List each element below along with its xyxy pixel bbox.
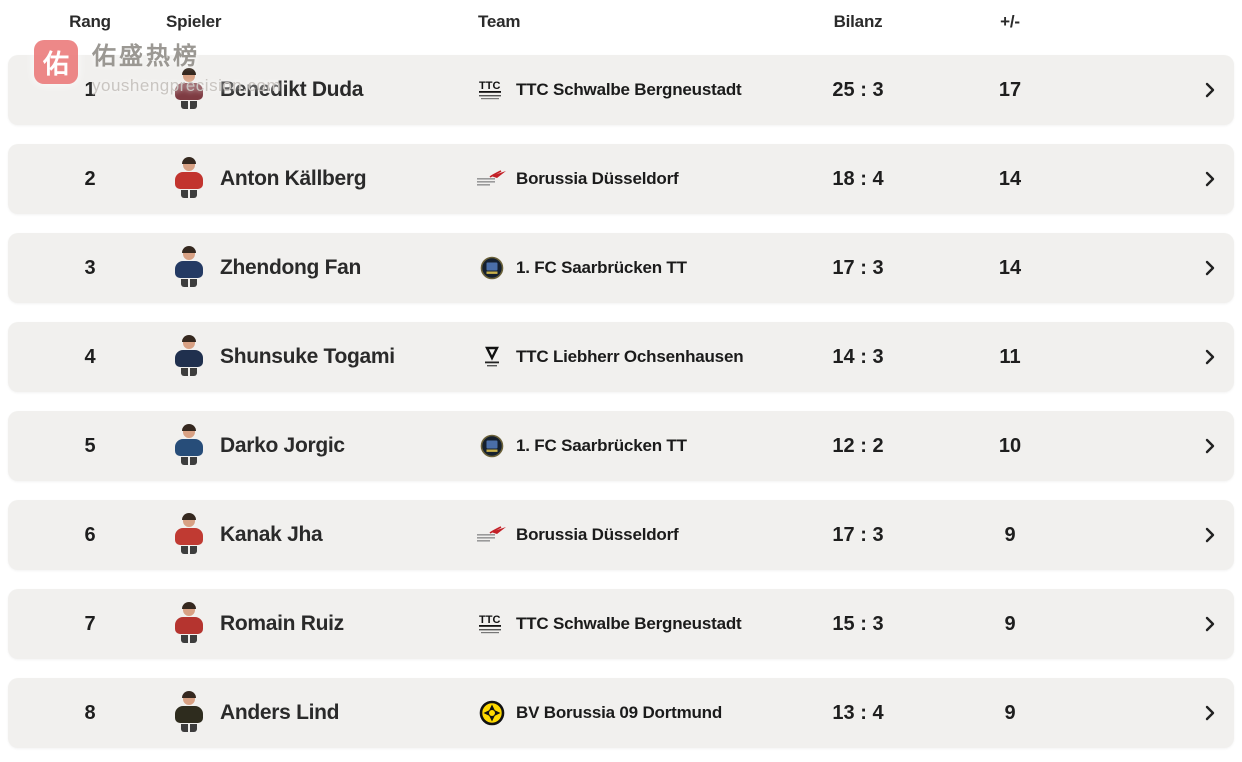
chevron-right-icon[interactable]	[1202, 527, 1218, 543]
balance-value: 18 : 4	[832, 167, 884, 190]
column-header-balance: Bilanz	[833, 12, 883, 31]
table-header: Rang Spieler Team Bilanz +/-	[8, 0, 1234, 55]
player-name: Anders Lind	[220, 701, 340, 724]
player-name: Shunsuke Togami	[220, 345, 395, 368]
chevron-right-icon[interactable]	[1202, 705, 1218, 721]
player-name: Romain Ruiz	[220, 612, 344, 635]
ranking-row[interactable]: 5 Darko Jorgic 1. FC Saarbrücken TT 12 :…	[8, 411, 1234, 481]
balance-value: 14 : 3	[832, 345, 884, 368]
plus-minus-value: 10	[998, 434, 1022, 457]
plus-minus-value: 11	[999, 345, 1021, 368]
rank-value: 4	[84, 345, 96, 368]
saarbruecken-logo-icon	[475, 255, 509, 281]
plus-minus-value: 9	[1004, 612, 1016, 635]
team-name: TTC Schwalbe Bergneustadt	[516, 614, 742, 633]
column-header-plus-minus: +/-	[1000, 12, 1020, 31]
plus-minus-value: 9	[1004, 523, 1016, 546]
saarbruecken-logo-icon	[475, 433, 509, 459]
dortmund-logo-icon	[475, 700, 509, 726]
plus-minus-value: 9	[1004, 701, 1016, 724]
plus-minus-value: 17	[998, 78, 1022, 101]
ranking-list: 1 Benedikt Duda TTC TTC Schwalbe Bergneu…	[8, 55, 1234, 748]
plus-minus-value: 14	[998, 256, 1022, 279]
player-avatar-icon	[173, 691, 205, 734]
player-name: Zhendong Fan	[220, 256, 362, 279]
player-name: Darko Jorgic	[220, 434, 345, 457]
player-name: Anton Källberg	[220, 167, 367, 190]
rank-value: 7	[84, 612, 96, 635]
player-name: Benedikt Duda	[220, 78, 364, 101]
ranking-row[interactable]: 2 Anton Källberg Borussia Düsseldorf 18 …	[8, 144, 1234, 214]
team-name: Borussia Düsseldorf	[516, 169, 679, 188]
svg-text:TTC: TTC	[479, 80, 500, 92]
player-avatar-icon	[173, 424, 205, 467]
player-avatar-icon	[173, 513, 205, 556]
duesseldorf-logo-icon	[475, 166, 509, 192]
ranking-row[interactable]: 4 Shunsuke Togami TTC Liebherr Ochsenhau…	[8, 322, 1234, 392]
rank-value: 2	[84, 167, 96, 190]
balance-value: 15 : 3	[832, 612, 884, 635]
chevron-right-icon[interactable]	[1202, 438, 1218, 454]
balance-value: 17 : 3	[832, 523, 884, 546]
balance-value: 17 : 3	[832, 256, 884, 279]
chevron-right-icon[interactable]	[1202, 349, 1218, 365]
rank-value: 5	[84, 434, 96, 457]
bergneustadt-logo-icon: TTC	[475, 77, 509, 103]
chevron-right-icon[interactable]	[1202, 616, 1218, 632]
player-avatar-icon	[173, 68, 205, 111]
ranking-row[interactable]: 8 Anders Lind BV Borussia 09 Dortmund 13…	[8, 678, 1234, 748]
ochsenhausen-logo-icon	[475, 344, 509, 370]
column-header-rank: Rang	[69, 12, 111, 31]
rank-value: 3	[84, 256, 96, 279]
team-name: 1. FC Saarbrücken TT	[516, 258, 687, 277]
balance-value: 25 : 3	[832, 78, 884, 101]
team-name: BV Borussia 09 Dortmund	[516, 703, 723, 722]
ranking-row[interactable]: 1 Benedikt Duda TTC TTC Schwalbe Bergneu…	[8, 55, 1234, 125]
ranking-row[interactable]: 3 Zhendong Fan 1. FC Saarbrücken TT 17 :…	[8, 233, 1234, 303]
chevron-right-icon[interactable]	[1202, 82, 1218, 98]
team-name: TTC Schwalbe Bergneustadt	[516, 80, 742, 99]
duesseldorf-logo-icon	[475, 522, 509, 548]
player-avatar-icon	[173, 246, 205, 289]
svg-text:TTC: TTC	[479, 614, 500, 626]
chevron-right-icon[interactable]	[1202, 260, 1218, 276]
balance-value: 13 : 4	[832, 701, 884, 724]
team-name: 1. FC Saarbrücken TT	[516, 436, 687, 455]
player-avatar-icon	[173, 157, 205, 200]
balance-value: 12 : 2	[832, 434, 884, 457]
chevron-right-icon[interactable]	[1202, 171, 1218, 187]
rank-value: 1	[84, 78, 96, 101]
ranking-row[interactable]: 7 Romain Ruiz TTC TTC Schwalbe Bergneust…	[8, 589, 1234, 659]
rank-value: 8	[84, 701, 96, 724]
player-avatar-icon	[173, 335, 205, 378]
bergneustadt-logo-icon: TTC	[475, 611, 509, 637]
column-header-team: Team	[478, 12, 521, 31]
team-name: TTC Liebherr Ochsenhausen	[516, 347, 744, 366]
rank-value: 6	[84, 523, 96, 546]
player-name: Kanak Jha	[220, 523, 323, 546]
player-avatar-icon	[173, 602, 205, 645]
ranking-row[interactable]: 6 Kanak Jha Borussia Düsseldorf 17 : 3 9	[8, 500, 1234, 570]
column-header-player: Spieler	[166, 12, 222, 31]
team-name: Borussia Düsseldorf	[516, 525, 679, 544]
plus-minus-value: 14	[998, 167, 1022, 190]
